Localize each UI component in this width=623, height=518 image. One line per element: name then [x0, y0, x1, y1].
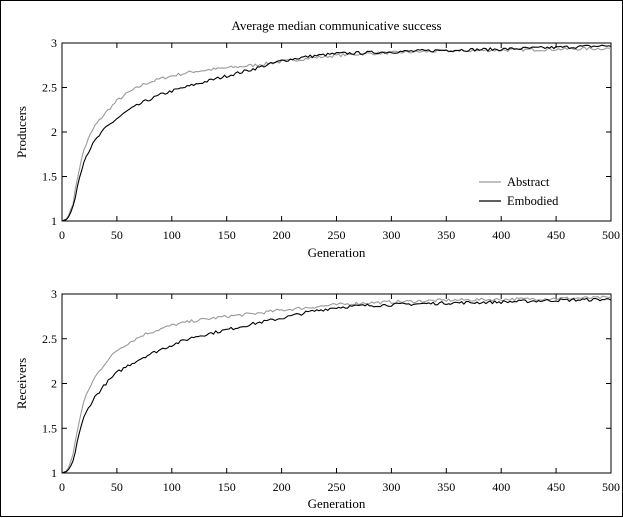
y-axis-label: Producers: [14, 106, 29, 158]
x-axis-label: Generation: [308, 245, 366, 260]
series-line-series-2: [61, 297, 612, 474]
x-tick-label: 450: [547, 480, 565, 494]
x-tick-label: 400: [492, 228, 510, 242]
x-tick-label: 500: [602, 228, 620, 242]
x-tick-label: 350: [437, 228, 455, 242]
chart-title: Average median communicative success: [231, 18, 441, 33]
legend-label-embodied: Embodied: [507, 194, 559, 208]
x-tick-label: 100: [163, 228, 181, 242]
subplot-2: 0 50 100 150 200 250 300 350 400 450 500 1 1.5 2 2.5 3 G…: [14, 287, 620, 511]
x-tick-label: 100: [163, 480, 181, 494]
y-tick-label: 3: [51, 287, 57, 301]
x-tick-label: 150: [218, 480, 236, 494]
x-tick-label: 400: [492, 480, 510, 494]
x-tick-label: 500: [602, 480, 620, 494]
x-tick-label: 350: [437, 480, 455, 494]
series-line-embodied: [61, 44, 612, 222]
y-tick-label: 1: [51, 214, 57, 228]
x-axis-label: Generation: [308, 496, 366, 511]
x-tick-label: 300: [382, 480, 400, 494]
x-tick-label: 0: [59, 480, 65, 494]
y-axis-label: Receivers: [14, 358, 29, 409]
x-tick-label: 250: [328, 228, 346, 242]
y-tick-label: 2.5: [42, 81, 57, 95]
y-tick-label: 2: [51, 125, 57, 139]
x-tick-label: 150: [218, 228, 236, 242]
y-tick-label: 1.5: [42, 421, 57, 435]
y-tick-label: 2.5: [42, 332, 57, 346]
series-line-series-1: [61, 295, 612, 474]
subplot-1: Average median communicative success 0 50 1…: [14, 18, 620, 260]
x-tick-label: 50: [111, 480, 123, 494]
x-tick-label: 200: [273, 228, 291, 242]
x-tick-label: 300: [382, 228, 400, 242]
x-tick-label: 250: [328, 480, 346, 494]
x-tick-label: 0: [59, 228, 65, 242]
x-tick-label: 450: [547, 228, 565, 242]
y-tick-label: 1: [51, 466, 57, 480]
y-tick-label: 3: [51, 36, 57, 50]
y-tick-label: 2: [51, 377, 57, 391]
x-tick-label: 200: [273, 480, 291, 494]
legend-label-abstract: Abstract: [507, 175, 550, 189]
y-tick-label: 1.5: [42, 170, 57, 184]
x-tick-label: 50: [111, 228, 123, 242]
plot-frame: [61, 293, 612, 474]
